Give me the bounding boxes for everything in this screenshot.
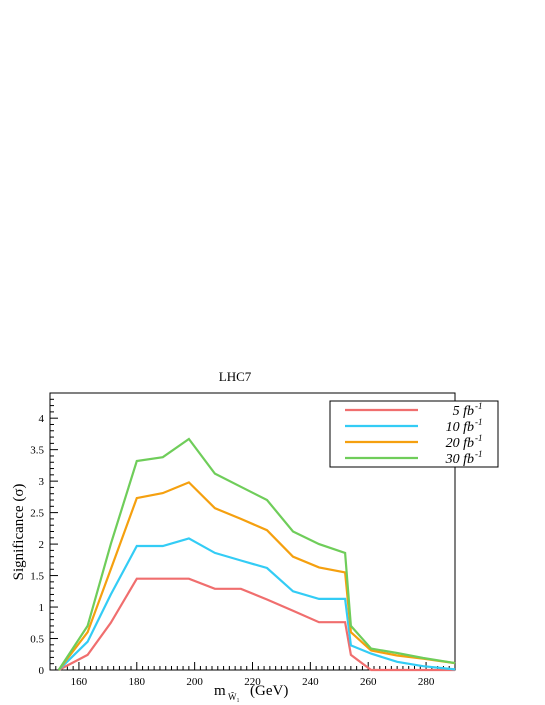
legend-label-sup-4: -1 [475, 449, 483, 459]
legend-box [329, 400, 499, 468]
series-line-1 [58, 577, 455, 672]
legend-label-sup-2: -1 [475, 417, 483, 427]
x-tick-label: 280 [418, 676, 435, 688]
x-tick-label: 240 [302, 676, 319, 688]
x-axis-title-main: m [214, 683, 226, 699]
x-tick-label: 220 [244, 676, 261, 688]
y-tick-label: 1.5 [30, 571, 44, 583]
legend-label-4: 30 fb [445, 452, 474, 467]
chart-title: LHC7 [219, 369, 252, 384]
y-tick-label: 3 [39, 476, 45, 488]
y-tick-label: 0.5 [30, 634, 44, 646]
y-tick-label: 0 [39, 665, 45, 677]
y-tick-label: 4 [39, 413, 45, 425]
y-tick-label: 1 [39, 602, 45, 614]
y-axis-title: Significance (σ) [11, 484, 27, 581]
y-tick-label: 3.5 [30, 445, 44, 457]
y-tick-label: 2.5 [30, 508, 44, 520]
legend-label-sup-1: -1 [475, 401, 483, 411]
x-axis-title: m W̃₁ (GeV) [214, 683, 288, 702]
y-tick-label: 2 [39, 539, 45, 551]
legend-label-1: 5 fb [453, 404, 474, 419]
x-tick-label: 180 [129, 676, 146, 688]
series-line-2 [57, 537, 456, 671]
legend-label-sup-3: -1 [475, 433, 483, 443]
series-line-4 [57, 437, 456, 671]
series-layer [57, 437, 456, 672]
x-axis-title-subscript: W̃₁ [228, 692, 240, 702]
x-tick-label: 260 [360, 676, 377, 688]
series-line-3 [57, 481, 456, 671]
x-tick-label: 160 [71, 676, 88, 688]
legend-label-2: 10 fb [446, 420, 474, 435]
x-tick-label: 200 [186, 676, 203, 688]
legend: 5 fb -110 fb -120 fb -130 fb -1 [329, 400, 499, 468]
legend-label-3: 20 fb [446, 436, 474, 451]
x-axis-title-unit: (GeV) [250, 683, 288, 699]
